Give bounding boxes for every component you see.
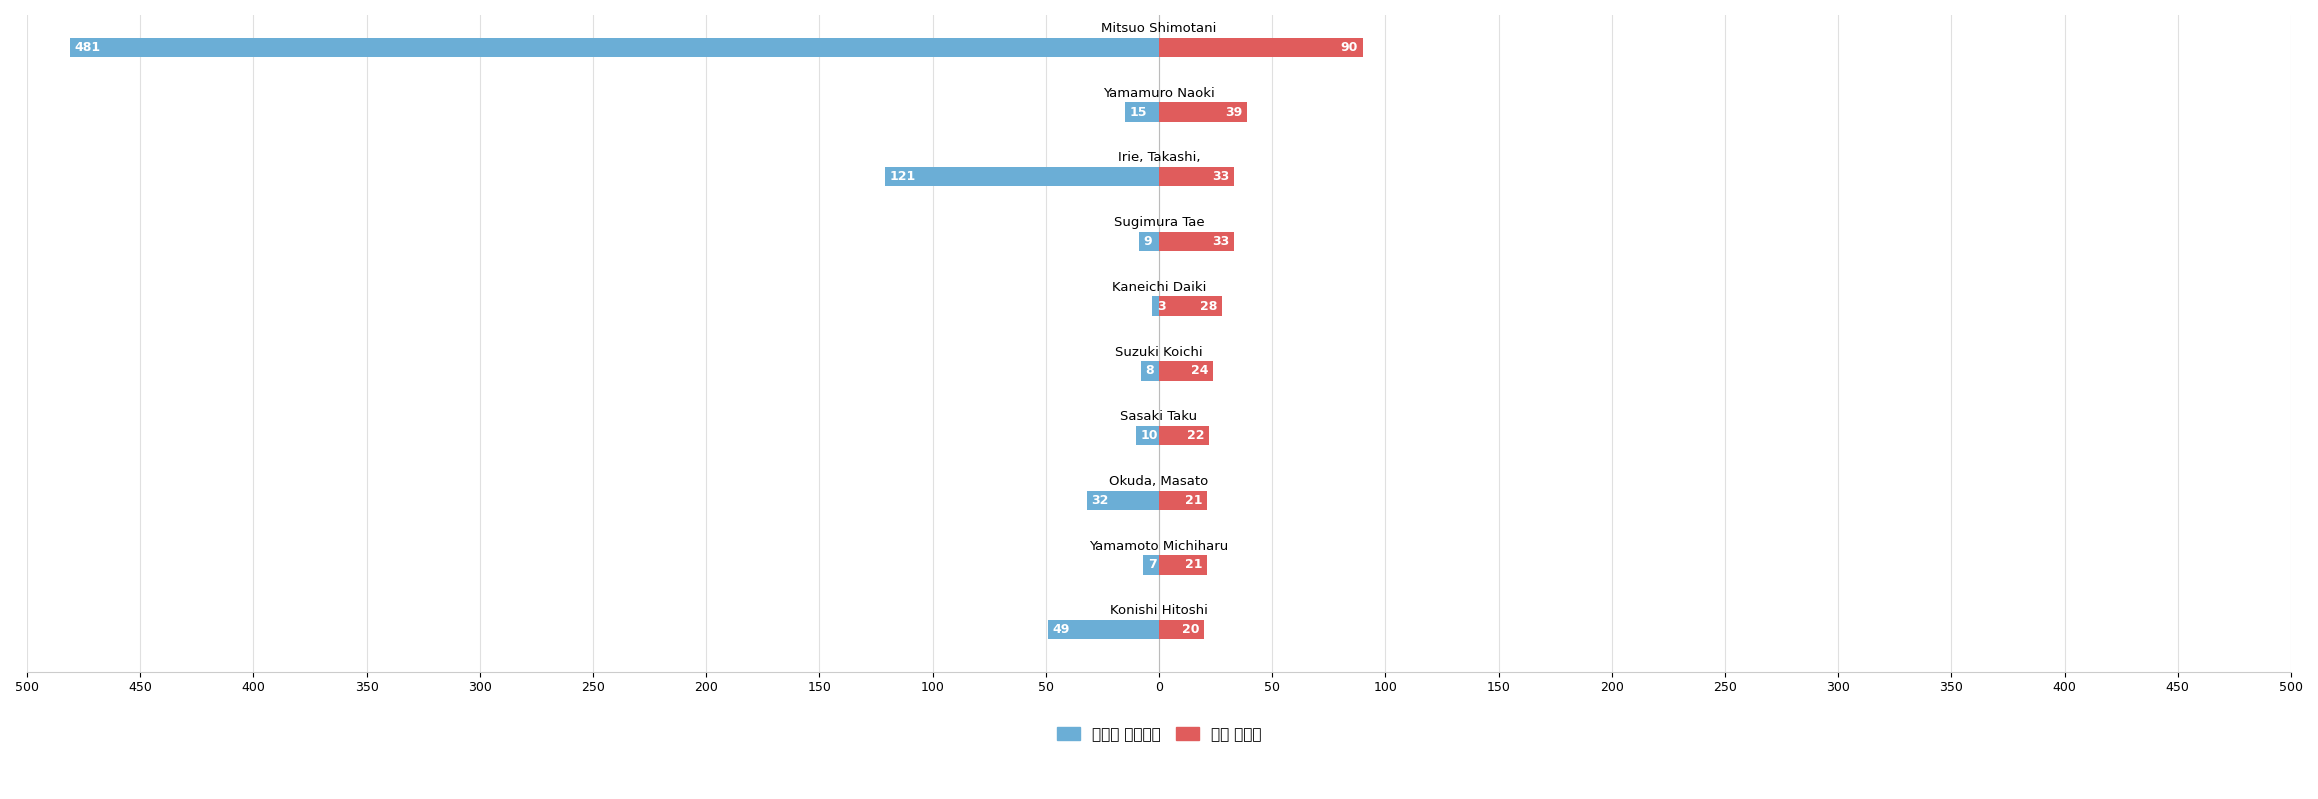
Bar	[1159, 296, 1222, 316]
Text: 21: 21	[1184, 559, 1203, 571]
Text: Irie, Takashi,: Irie, Takashi,	[1117, 152, 1201, 165]
Bar	[1159, 38, 1363, 57]
Text: Yamamoto Michiharu: Yamamoto Michiharu	[1089, 539, 1229, 553]
Text: 90: 90	[1340, 41, 1358, 54]
Bar	[1087, 491, 1159, 510]
Text: 32: 32	[1092, 494, 1108, 507]
Text: 15: 15	[1129, 105, 1147, 118]
Text: 10: 10	[1140, 429, 1159, 442]
Bar	[1048, 620, 1159, 639]
Bar	[70, 38, 1159, 57]
Text: Yamamuro Naoki: Yamamuro Naoki	[1103, 87, 1215, 100]
Bar	[1159, 232, 1233, 251]
Bar	[1159, 491, 1208, 510]
Bar	[1143, 555, 1159, 574]
Text: 21: 21	[1184, 494, 1203, 507]
Text: 7: 7	[1147, 559, 1157, 571]
Text: 8: 8	[1145, 364, 1154, 377]
Text: 3: 3	[1157, 300, 1166, 312]
Bar	[1136, 426, 1159, 445]
Text: 33: 33	[1212, 235, 1229, 248]
Bar	[1159, 620, 1205, 639]
Text: Konishi Hitoshi: Konishi Hitoshi	[1110, 604, 1208, 618]
Text: 121: 121	[890, 170, 916, 183]
Text: Sasaki Taku: Sasaki Taku	[1120, 410, 1198, 423]
Legend: 심사관 피인용수, 공개 특허수: 심사관 피인용수, 공개 특허수	[1050, 719, 1268, 749]
Bar	[1159, 426, 1208, 445]
Text: Suzuki Koichi: Suzuki Koichi	[1115, 345, 1203, 359]
Bar	[1159, 102, 1247, 121]
Text: Mitsuo Shimotani: Mitsuo Shimotani	[1101, 22, 1217, 35]
Bar	[1159, 555, 1208, 574]
Text: 28: 28	[1201, 300, 1217, 312]
Text: Sugimura Tae: Sugimura Tae	[1113, 217, 1205, 229]
Bar	[1152, 296, 1159, 316]
Text: 24: 24	[1191, 364, 1208, 377]
Text: 9: 9	[1143, 235, 1152, 248]
Bar	[1138, 232, 1159, 251]
Text: 20: 20	[1182, 623, 1201, 636]
Bar	[885, 167, 1159, 186]
Text: 22: 22	[1187, 429, 1205, 442]
Text: 33: 33	[1212, 170, 1229, 183]
Text: 39: 39	[1226, 105, 1242, 118]
Bar	[1159, 167, 1233, 186]
Text: Okuda, Masato: Okuda, Masato	[1110, 475, 1208, 488]
Text: 481: 481	[74, 41, 100, 54]
Bar	[1124, 102, 1159, 121]
Bar	[1159, 361, 1212, 380]
Text: 49: 49	[1052, 623, 1071, 636]
Text: Kaneichi Daiki: Kaneichi Daiki	[1113, 281, 1205, 294]
Bar	[1140, 361, 1159, 380]
